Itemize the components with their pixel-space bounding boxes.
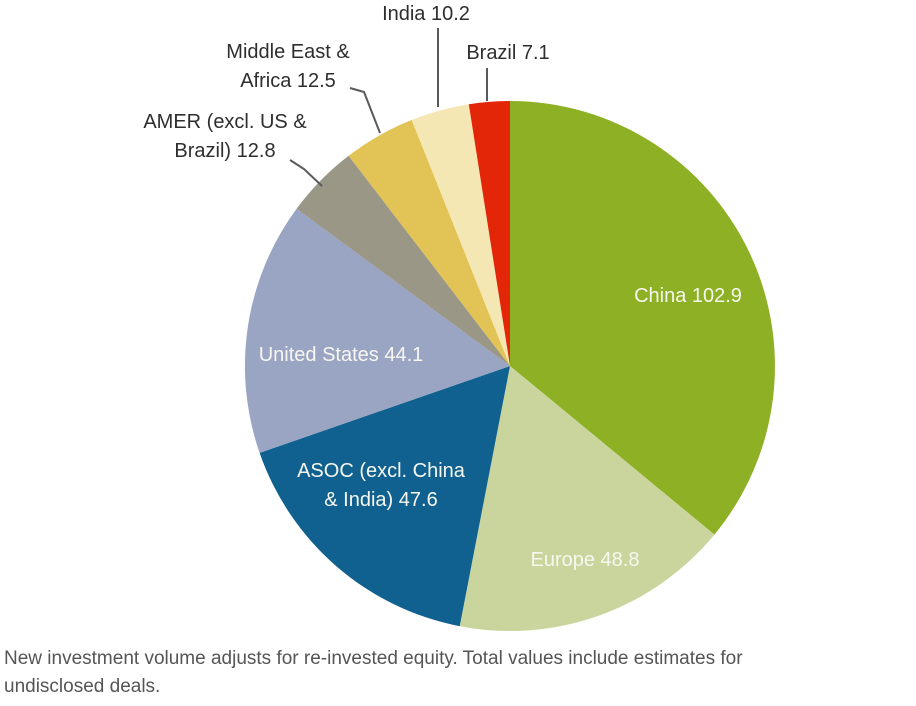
pie-slice-asoc — [259, 366, 510, 627]
pie-slice-amer — [296, 155, 510, 366]
label-mea-line-2: Africa 12.5 — [240, 70, 336, 92]
pie-slice-china — [510, 101, 775, 535]
label-china: China 102.9 — [634, 285, 742, 307]
label-europe: Europe 48.8 — [531, 549, 640, 571]
caption-line-1: New investment volume adjusts for re-inv… — [4, 648, 743, 669]
label-india: India 10.2 — [382, 3, 470, 25]
pie-slice-brazil — [468, 100, 510, 366]
label-asoc-line-2: & India) 47.6 — [324, 489, 437, 511]
figure-caption: New investment volume adjusts for re-inv… — [4, 645, 912, 701]
leader-line-amer — [289, 159, 323, 187]
pie-slice-us — [244, 208, 510, 453]
label-us: United States 44.1 — [259, 344, 424, 366]
label-brazil: Brazil 7.1 — [466, 42, 549, 64]
caption-line-2: undisclosed deals. — [4, 676, 161, 697]
leader-line-mea — [349, 87, 381, 134]
pie-slice-india — [411, 104, 510, 366]
label-amer-line-1: AMER (excl. US & — [143, 111, 307, 133]
pie-slice-europe — [459, 366, 715, 632]
label-amer-line-2: Brazil) 12.8 — [174, 140, 275, 162]
label-asoc-line-1: ASOC (excl. China — [297, 460, 466, 482]
label-mea-line-1: Middle East & — [226, 41, 350, 63]
pie-slice-mea — [348, 119, 510, 367]
